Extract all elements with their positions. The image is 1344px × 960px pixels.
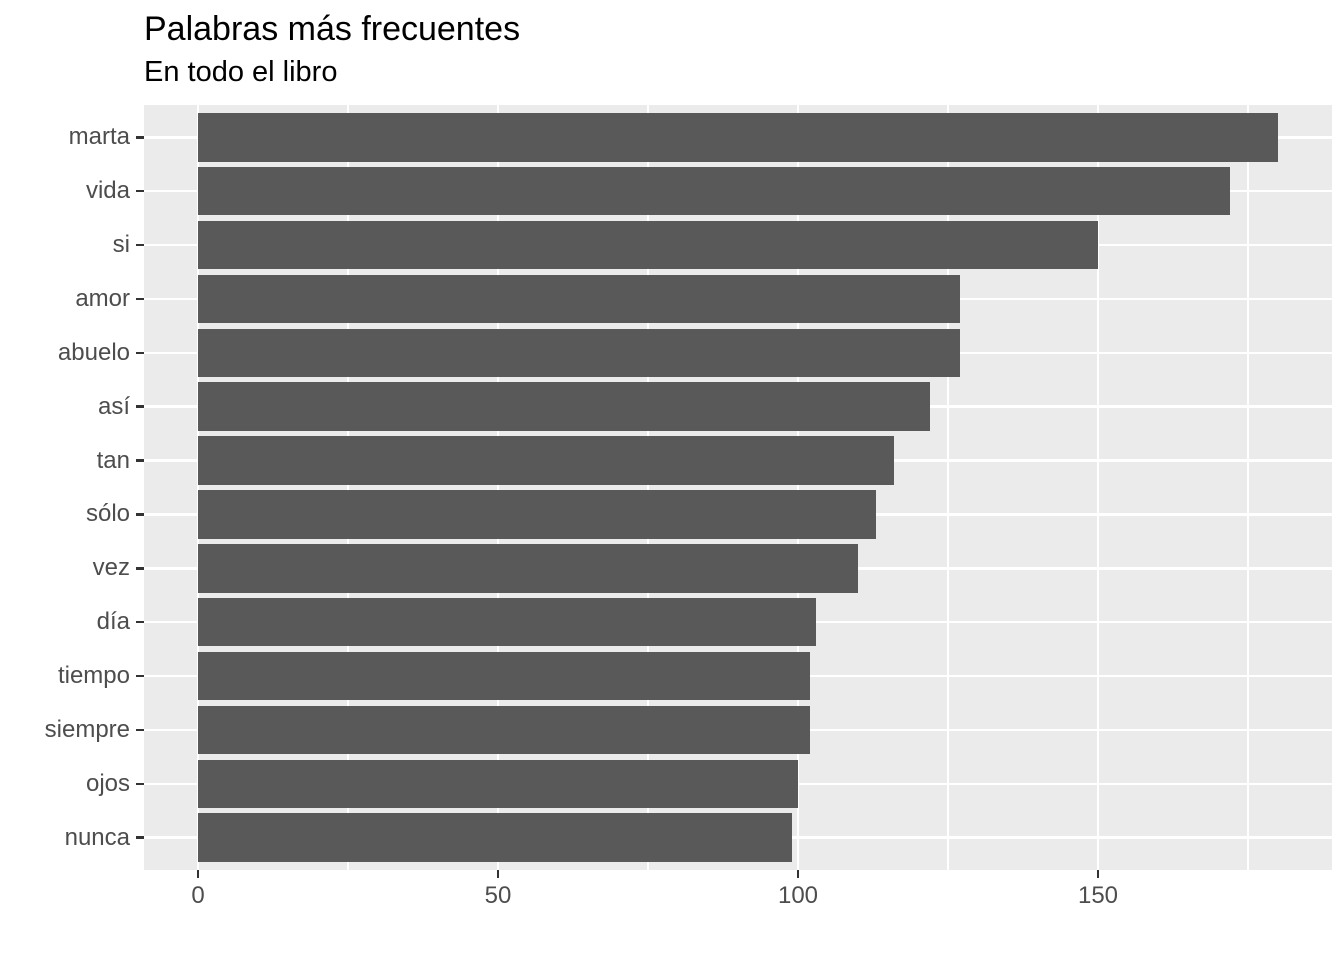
bar-día (198, 597, 816, 647)
gridline-major-vertical (496, 105, 500, 870)
y-tick-label: nunca (64, 823, 130, 851)
bar-nunca (198, 813, 792, 862)
x-tick-mark (1096, 870, 1100, 878)
bar-ojos (198, 759, 798, 809)
y-tick-label: tiempo (57, 662, 130, 690)
y-tick-mark (136, 459, 144, 462)
y-tick-mark (136, 297, 144, 301)
bar-vez (198, 544, 858, 593)
y-tick-label: tan (96, 446, 130, 474)
y-tick-label: abuelo (57, 338, 130, 366)
y-tick-mark (136, 620, 144, 624)
x-tick-mark (196, 870, 200, 878)
y-tick-label: sólo (85, 500, 130, 528)
y-tick-label: vez (92, 554, 130, 582)
y-tick-label: ojos (85, 769, 130, 797)
y-tick-mark (136, 513, 144, 516)
gridline-minor-vertical (1247, 105, 1249, 870)
y-tick-mark (136, 674, 144, 678)
gridline-minor-vertical (347, 105, 349, 870)
y-tick-mark (136, 728, 144, 732)
y-tick-mark (136, 567, 144, 570)
y-tick-label: vida (85, 177, 130, 205)
x-tick-mark (496, 870, 500, 878)
y-tick-label: así (97, 392, 130, 420)
bar-tan (198, 436, 894, 485)
gridline-minor-vertical (647, 105, 649, 870)
y-tick-mark (136, 351, 144, 355)
plot-panel (144, 105, 1332, 870)
y-tick-label: si (112, 231, 130, 259)
gridline-major-vertical (1096, 105, 1100, 870)
bar-si (198, 220, 1098, 270)
y-tick-mark (136, 782, 144, 786)
x-tick-label: 0 (191, 882, 205, 909)
gridline-minor-vertical (947, 105, 949, 870)
y-tick-mark (136, 189, 144, 193)
bar-vida (198, 166, 1230, 216)
y-tick-mark (136, 136, 144, 139)
x-tick-label: 50 (484, 882, 512, 909)
bar-siempre (198, 705, 810, 755)
y-tick-mark (136, 405, 144, 408)
y-tick-mark (136, 836, 144, 839)
chart-title: Palabras más frecuentes (144, 10, 521, 48)
bar-marta (198, 113, 1278, 162)
gridline-major-vertical (796, 105, 800, 870)
x-tick-label: 100 (777, 882, 819, 909)
bar-así (198, 382, 930, 431)
bar-amor (198, 274, 960, 324)
bar-abuelo (198, 328, 960, 378)
x-tick-label: 150 (1077, 882, 1119, 909)
y-tick-mark (136, 243, 144, 247)
bar-sólo (198, 490, 876, 539)
chart-subtitle: En todo el libro (144, 56, 338, 88)
bar-tiempo (198, 651, 810, 701)
x-tick-mark (796, 870, 800, 878)
y-tick-label: día (96, 608, 130, 636)
y-tick-label: marta (68, 123, 130, 151)
gridline-major-vertical (196, 105, 200, 870)
y-tick-label: amor (75, 284, 130, 312)
y-tick-label: siempre (44, 715, 130, 743)
